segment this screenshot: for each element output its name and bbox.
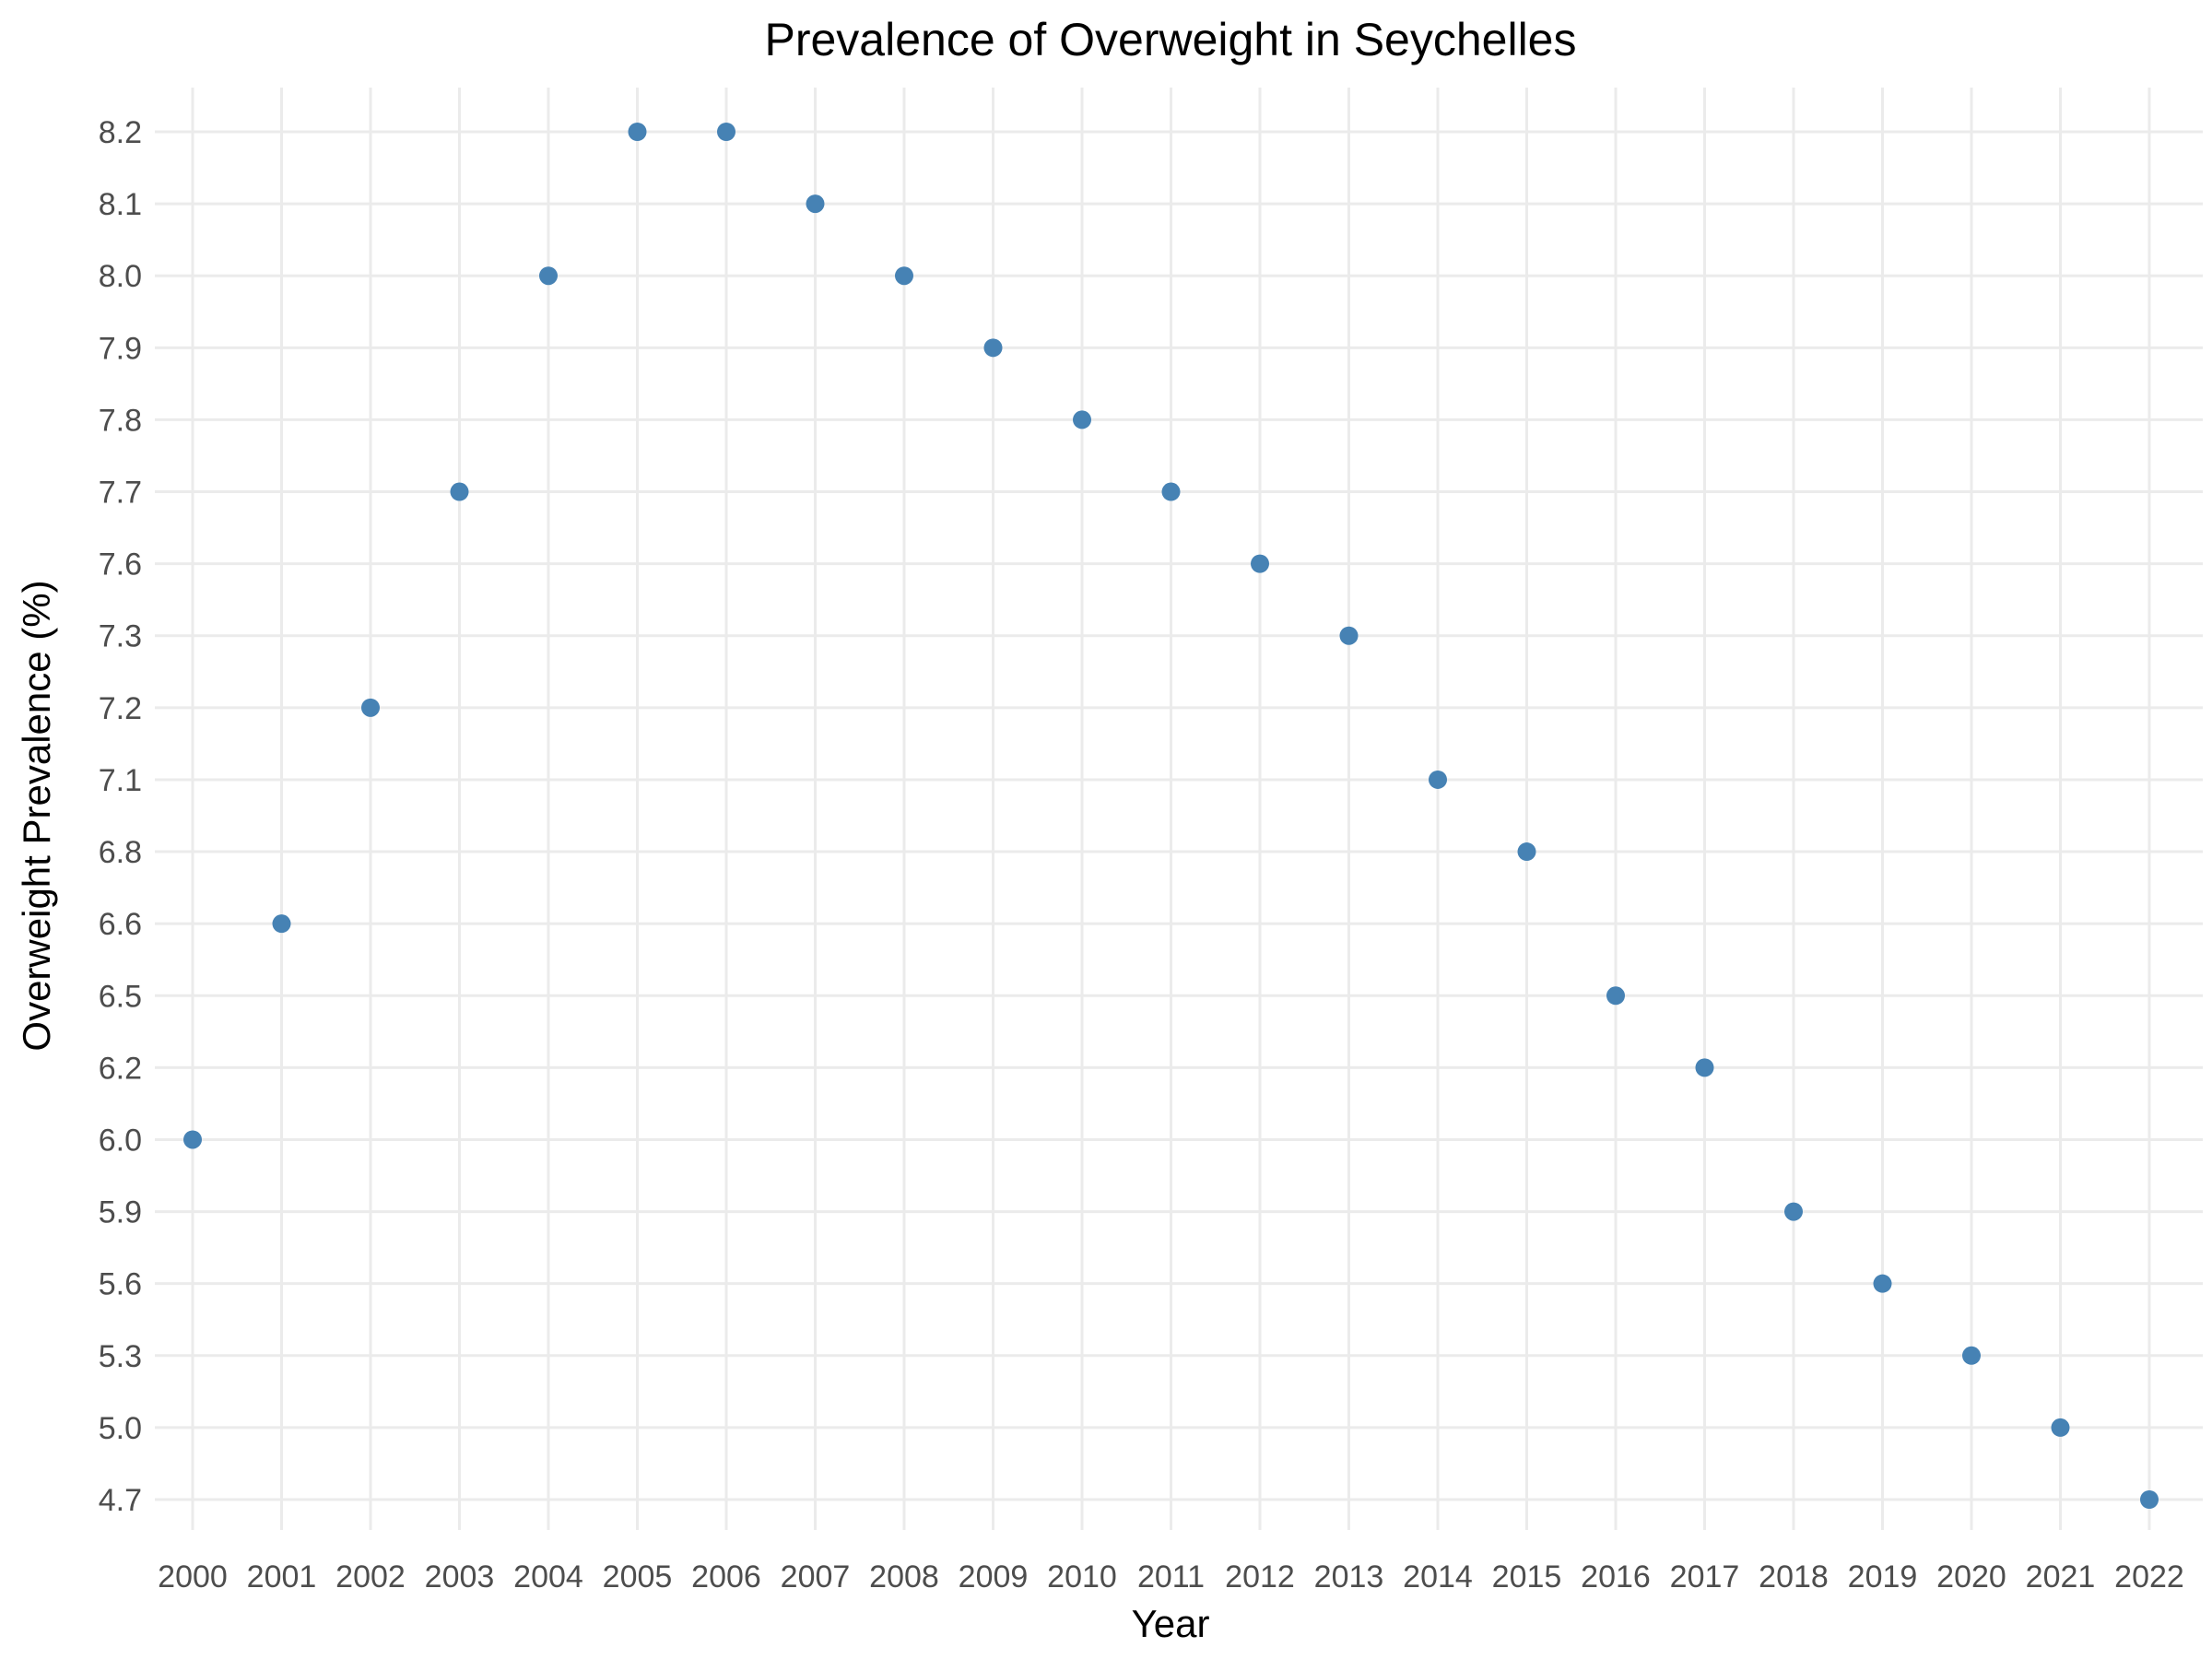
y-tick-label: 6.8 <box>99 835 142 870</box>
y-tick-label: 7.8 <box>99 403 142 438</box>
y-tick-label: 7.6 <box>99 547 142 582</box>
x-tick-label: 2019 <box>1848 1559 1918 1594</box>
x-tick-label: 2013 <box>1314 1559 1384 1594</box>
data-point <box>983 338 1003 358</box>
x-tick-label: 2010 <box>1047 1559 1117 1594</box>
y-tick-label: 5.3 <box>99 1339 142 1374</box>
x-tick-label: 2000 <box>158 1559 228 1594</box>
data-point <box>1873 1274 1892 1293</box>
x-tick-label: 2005 <box>603 1559 673 1594</box>
data-point <box>1606 986 1625 1006</box>
data-point <box>2140 1490 2159 1509</box>
x-tick-label: 2012 <box>1225 1559 1295 1594</box>
data-point <box>1962 1346 1981 1365</box>
data-point <box>717 123 735 141</box>
y-tick-label: 7.1 <box>99 763 142 798</box>
x-tick-label: 2006 <box>691 1559 761 1594</box>
y-tick-label: 5.0 <box>99 1411 142 1446</box>
x-tick-labels: 2000 2001 2002 2003 2004 2005 2006 2007 2008 2009… <box>158 1559 2184 1594</box>
x-tick-label: 2009 <box>959 1559 1029 1594</box>
y-tick-label: 6.0 <box>99 1123 142 1158</box>
y-tick-label: 8.0 <box>99 259 142 294</box>
data-point <box>1784 1202 1803 1221</box>
x-tick-label: 2014 <box>1403 1559 1473 1594</box>
y-tick-label: 5.6 <box>99 1267 142 1302</box>
x-tick-label: 2007 <box>781 1559 851 1594</box>
data-point <box>806 194 825 214</box>
data-point <box>1695 1058 1714 1077</box>
x-tick-label: 2016 <box>1581 1559 1651 1594</box>
y-axis-title: Overweight Prevalence (%) <box>15 580 58 1051</box>
x-tick-label: 2008 <box>869 1559 939 1594</box>
data-point <box>1073 410 1091 429</box>
x-tick-label: 2017 <box>1670 1559 1740 1594</box>
y-tick-label: 6.6 <box>99 907 142 942</box>
data-point <box>1517 842 1536 862</box>
x-tick-label: 2020 <box>1936 1559 2006 1594</box>
data-point <box>2051 1418 2070 1437</box>
y-tick-label: 7.7 <box>99 476 142 511</box>
y-tick-label: 6.2 <box>99 1051 142 1086</box>
x-tick-label: 2001 <box>247 1559 317 1594</box>
x-tick-label: 2022 <box>2114 1559 2184 1594</box>
data-points <box>183 123 2159 1509</box>
data-point <box>1339 626 1359 645</box>
y-tick-label: 7.9 <box>99 331 142 366</box>
x-tick-label: 2002 <box>335 1559 406 1594</box>
y-gridlines <box>155 130 2203 1501</box>
y-tick-label: 4.7 <box>99 1483 142 1518</box>
y-tick-label: 7.2 <box>99 691 142 726</box>
y-tick-label: 5.9 <box>99 1195 142 1230</box>
y-tick-label: 8.2 <box>99 115 142 150</box>
data-point <box>272 914 291 934</box>
x-axis-title: Year <box>1132 1602 1210 1645</box>
data-point <box>1251 554 1269 573</box>
x-tick-label: 2011 <box>1137 1559 1205 1594</box>
data-point <box>1161 482 1181 501</box>
data-point <box>895 266 913 286</box>
y-tick-label: 8.1 <box>99 187 142 222</box>
x-gridlines <box>191 88 2151 1530</box>
data-point <box>539 266 558 286</box>
x-tick-label: 2015 <box>1492 1559 1562 1594</box>
data-point <box>361 698 380 717</box>
data-point <box>450 482 469 501</box>
y-tick-labels: 8.2 8.1 8.0 7.9 7.8 7.7 7.6 7.3 7.2 7.1 6.8 6.6 6.5 6… <box>99 115 142 1518</box>
data-point <box>628 123 647 141</box>
x-tick-label: 2004 <box>513 1559 583 1594</box>
x-tick-label: 2018 <box>1759 1559 1829 1594</box>
y-tick-label: 7.3 <box>99 619 142 654</box>
x-tick-label: 2003 <box>425 1559 495 1594</box>
chart-title: Prevalence of Overweight in Seychelles <box>764 14 1576 65</box>
y-tick-label: 6.5 <box>99 979 142 1014</box>
x-tick-label: 2021 <box>2026 1559 2096 1594</box>
data-point <box>183 1130 202 1149</box>
data-point <box>1429 770 1447 789</box>
